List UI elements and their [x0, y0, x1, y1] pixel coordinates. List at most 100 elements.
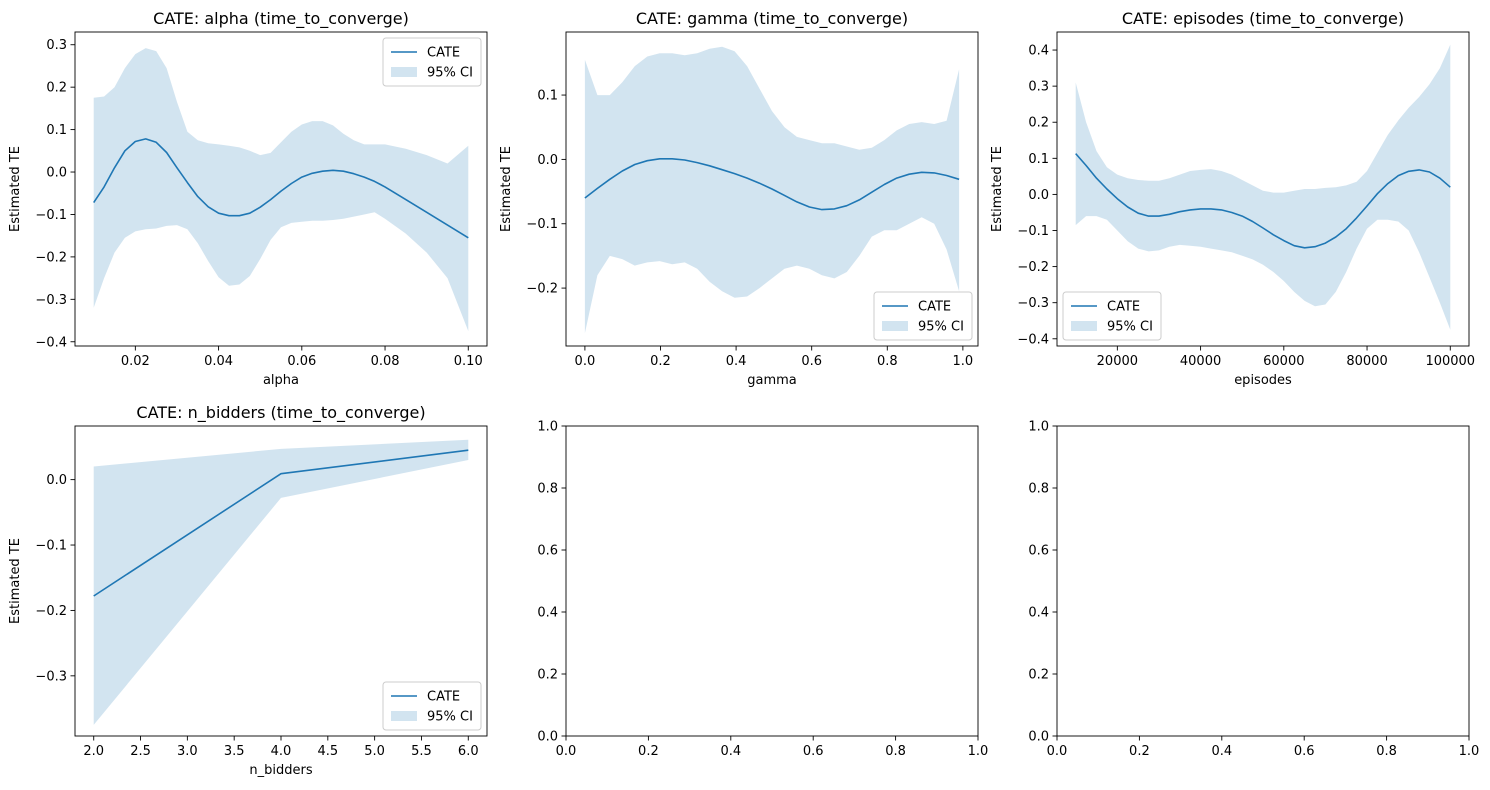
x-tick-label: 0.4	[720, 744, 741, 759]
cate-point	[959, 179, 960, 180]
y-tick-label: 0.4	[1028, 44, 1049, 59]
cate-point	[1419, 169, 1420, 170]
cate-point	[93, 595, 94, 596]
legend-band-swatch	[1071, 321, 1097, 331]
cate-point	[426, 212, 427, 213]
legend-label-ci: 95% CI	[918, 320, 964, 335]
subplot-title: CATE: episodes (time_to_converge)	[1122, 9, 1404, 29]
x-tick-label: 60000	[1263, 354, 1304, 369]
subplot-3: 20000 40000 60000 80000 100000 −0.4 −0.3 −0.2 −0…	[990, 9, 1475, 388]
legend: CATE 95% CI	[382, 681, 482, 731]
cate-point	[584, 197, 585, 198]
cate-point	[1366, 205, 1367, 206]
legend-label-ci: 95% CI	[1107, 320, 1153, 335]
y-tick-label: 0.2	[46, 81, 67, 96]
cate-point	[156, 142, 157, 143]
axes-frame	[1056, 31, 1470, 347]
y-tick-label: −0.4	[35, 335, 67, 350]
y-tick-label: −0.1	[1017, 224, 1049, 239]
y-axis-label: Estimated TE	[990, 146, 1005, 232]
y-tick-label: 0.6	[1028, 544, 1049, 559]
subplot-6: 0.0 0.2 0.4 0.6 0.8 1.0 0.0 0.2 0.4 0.6 0.8 1.0	[1028, 420, 1479, 760]
cate-point	[135, 141, 136, 142]
y-tick-label: 0.3	[1028, 80, 1049, 95]
x-tick-label: 0.4	[726, 354, 747, 369]
x-tick-label: 0.0	[575, 354, 596, 369]
cate-point	[405, 199, 406, 200]
cate-point	[1117, 198, 1118, 199]
cate-point	[921, 172, 922, 173]
y-tick-label: 0.1	[46, 123, 67, 138]
cate-point	[374, 181, 375, 182]
cate-point	[1377, 193, 1378, 194]
y-tick-label: 0.4	[1028, 606, 1049, 621]
cate-point	[322, 171, 323, 172]
cate-point	[946, 175, 947, 176]
cate-point	[239, 215, 240, 216]
cate-point	[846, 205, 847, 206]
y-tick-label: −0.1	[35, 539, 67, 554]
y-tick-label: −0.4	[1017, 332, 1049, 347]
y-tick-label: 0.0	[1028, 188, 1049, 203]
cate-point	[301, 177, 302, 178]
y-tick-label: −0.2	[35, 250, 67, 265]
cate-point	[634, 164, 635, 165]
cate-point	[1346, 228, 1347, 229]
cate-point	[260, 207, 261, 208]
cate-point	[249, 213, 250, 214]
cate-point	[784, 195, 785, 196]
x-tick-label: 0.02	[121, 354, 150, 369]
x-tick-label: 0.06	[287, 354, 316, 369]
cate-point	[1304, 247, 1305, 248]
y-tick-label: −0.1	[35, 208, 67, 223]
cate-point	[909, 174, 910, 175]
ci-band	[93, 439, 469, 725]
cate-point	[124, 150, 125, 151]
x-tick-label: 20000	[1097, 354, 1138, 369]
y-tick-label: −0.3	[35, 669, 67, 684]
cate-point	[114, 167, 115, 168]
y-tick-label: 1.0	[1028, 420, 1049, 435]
cate-point	[1210, 208, 1211, 209]
y-tick-label: 0.4	[537, 606, 558, 621]
cate-point	[597, 188, 598, 189]
legend-box	[382, 37, 482, 87]
legend-label-cate: CATE	[427, 46, 460, 61]
y-tick-label: 0.0	[46, 473, 67, 488]
y-tick-label: 0.1	[537, 89, 558, 104]
y-tick-label: −0.3	[35, 293, 67, 308]
cate-line	[584, 158, 960, 211]
axes-frame	[565, 31, 979, 347]
cate-point	[609, 179, 610, 180]
x-tick-label: 4.5	[317, 744, 338, 759]
ci-band	[1075, 44, 1451, 330]
subplot-1: 0.02 0.04 0.06 0.08 0.10 −0.4 −0.3 −0.2 −0.1 0.0 0…	[8, 9, 488, 388]
axes-frame	[1056, 425, 1470, 737]
cate-point	[1273, 234, 1274, 235]
cate-point	[1325, 243, 1326, 244]
y-tick-label: 0.2	[537, 668, 558, 683]
y-tick-label: 0.0	[537, 730, 558, 745]
cate-point	[747, 178, 748, 179]
cate-point	[771, 188, 772, 189]
x-tick-label: 1.0	[953, 354, 974, 369]
y-tick-label: 1.0	[537, 420, 558, 435]
legend-label-cate: CATE	[427, 690, 460, 705]
x-tick-label: 0.2	[638, 744, 659, 759]
cate-point	[468, 237, 469, 238]
cate-point	[187, 182, 188, 183]
x-tick-label: 0.6	[803, 744, 824, 759]
y-tick-label: 0.0	[537, 153, 558, 168]
cate-point	[709, 165, 710, 166]
x-tick-label: 0.6	[1294, 744, 1315, 759]
cate-point	[1252, 221, 1253, 222]
cate-point	[104, 186, 105, 187]
legend-label-ci: 95% CI	[427, 66, 473, 81]
y-axis-label: Estimated TE	[499, 146, 514, 232]
cate-point	[1158, 216, 1159, 217]
y-tick-label: 0.3	[46, 38, 67, 53]
cate-point	[1106, 188, 1107, 189]
cate-point	[1398, 175, 1399, 176]
legend-label-cate: CATE	[918, 300, 951, 315]
